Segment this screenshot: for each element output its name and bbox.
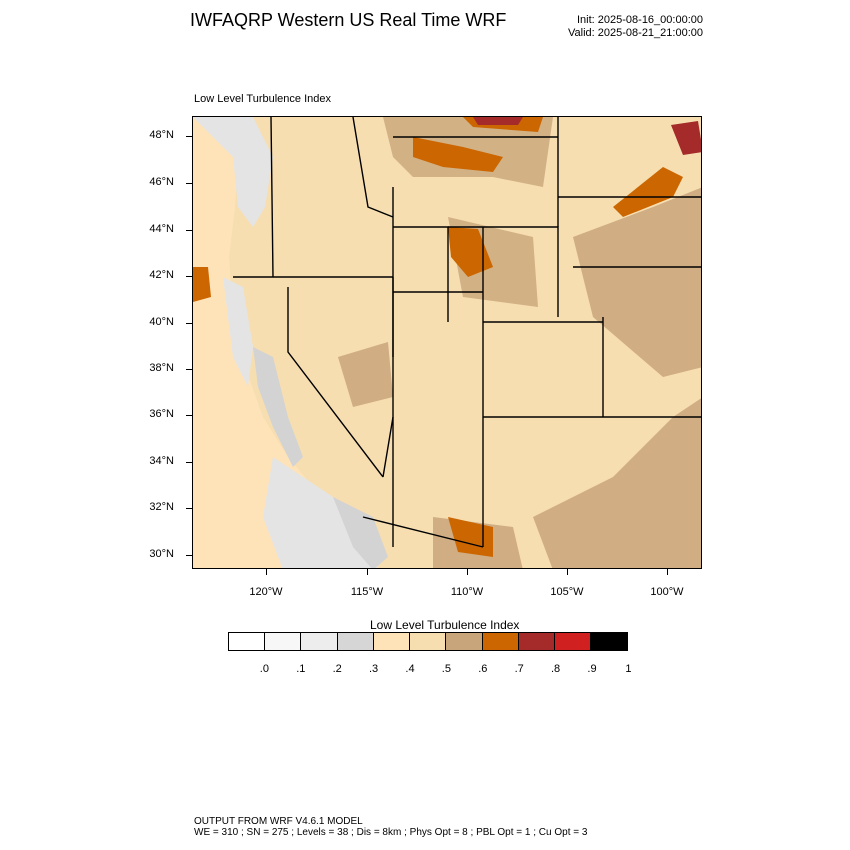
colorbar-tick-label: 1 [625, 663, 632, 675]
colorbar-tick-label: .8 [551, 663, 561, 675]
ocean-area [193, 117, 373, 568]
valid-time: Valid: 2025-08-21_21:00:00 [568, 27, 703, 39]
lon-label: 120°W [249, 586, 283, 598]
lon-tick [266, 569, 267, 575]
colorbar-swatch [410, 633, 447, 650]
tan-nevada [338, 342, 393, 407]
lat-tick [186, 555, 192, 556]
lon-label: 110°W [450, 586, 484, 598]
lat-label: 46°N [149, 176, 174, 188]
colorbar-swatch [337, 633, 374, 650]
darkred-canada [473, 117, 523, 125]
init-valid-block: Init: 2025-08-16_00:00:00 Valid: 2025-08… [568, 14, 703, 40]
colorbar-tick-label: .9 [587, 663, 597, 675]
lat-tick [186, 462, 192, 463]
colorbar-swatch [265, 633, 302, 650]
lat-label: 30°N [149, 548, 174, 560]
colorbar-tick-label: .2 [332, 663, 342, 675]
colorbar-swatch [301, 633, 338, 650]
colorbar-swatch [591, 633, 628, 650]
map-svg [193, 117, 701, 568]
model-footer: OUTPUT FROM WRF V4.6.1 MODEL WE = 310 ; … [194, 816, 587, 838]
tan-plains [573, 187, 701, 377]
tan-tx [533, 398, 701, 568]
colorbar-tick-label: .3 [369, 663, 379, 675]
gray-socal [263, 457, 378, 568]
lat-label: 42°N [149, 269, 174, 281]
orange-dakotas [613, 167, 683, 217]
darkred-nd [671, 121, 701, 155]
gray-baja [333, 497, 388, 568]
orange-wyoming [448, 227, 493, 277]
lat-label: 40°N [149, 316, 174, 328]
colorbar-tick-label: .1 [296, 663, 306, 675]
lat-label: 34°N [149, 455, 174, 467]
lat-tick [186, 183, 192, 184]
lat-tick [186, 508, 192, 509]
colorbar-tick-label: .0 [259, 663, 269, 675]
lat-label: 48°N [149, 129, 174, 141]
colorbar-tick-label: .7 [514, 663, 524, 675]
lat-tick [186, 276, 192, 277]
lon-tick [367, 569, 368, 575]
colorbar-tick-label: .6 [478, 663, 488, 675]
colorbar-tick-label: .5 [441, 663, 451, 675]
lat-label: 44°N [149, 223, 174, 235]
lat-label: 36°N [149, 408, 174, 420]
orange-montana [413, 137, 503, 172]
lat-label: 38°N [149, 362, 174, 374]
orange-coast [193, 267, 211, 302]
lat-label: 32°N [149, 501, 174, 513]
lat-tick [186, 323, 192, 324]
colorbar-swatch [482, 633, 519, 650]
footer-line-2: WE = 310 ; SN = 275 ; Levels = 38 ; Dis … [194, 827, 588, 838]
colorbar-swatch [554, 633, 592, 650]
gray-ca-coast [223, 277, 253, 387]
colorbar-swatch [373, 633, 411, 650]
colorbar-tick-label: .4 [405, 663, 415, 675]
state-borders [233, 117, 701, 548]
lon-label: 115°W [350, 586, 384, 598]
lon-label: 100°W [650, 586, 684, 598]
lon-tick [467, 569, 468, 575]
colorbar-swatch [446, 633, 483, 650]
colorbar [228, 632, 629, 651]
lon-tick [667, 569, 668, 575]
map-panel [192, 116, 702, 569]
gray-central-valley [253, 347, 303, 467]
panel-title: Low Level Turbulence Index [194, 93, 331, 105]
colorbar-swatch [518, 633, 555, 650]
init-time: Init: 2025-08-16_00:00:00 [577, 14, 703, 26]
lat-tick [186, 230, 192, 231]
colorbar-swatch [229, 633, 266, 650]
gray-pacific-nw [193, 117, 273, 227]
lat-tick [186, 415, 192, 416]
lon-tick [567, 569, 568, 575]
colorbar-title: Low Level Turbulence Index [370, 618, 520, 632]
footer-line-1: OUTPUT FROM WRF V4.6.1 MODEL [194, 816, 363, 827]
lon-label: 105°W [550, 586, 584, 598]
lat-tick [186, 136, 192, 137]
lat-tick [186, 369, 192, 370]
plot-title: IWFAQRP Western US Real Time WRF [190, 10, 507, 30]
